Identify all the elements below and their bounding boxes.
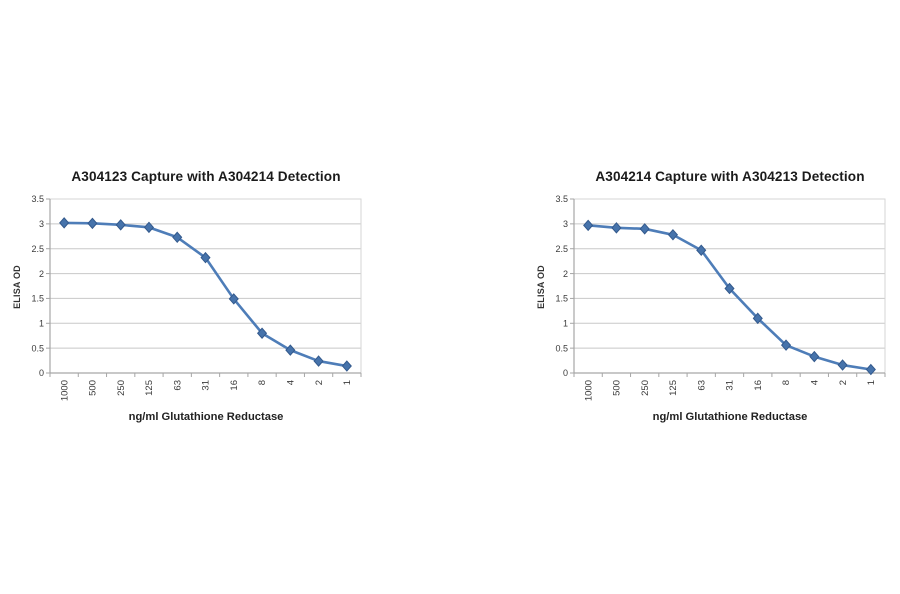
y-tick-label: 3.5 (31, 194, 44, 204)
data-point-marker (696, 244, 707, 256)
x-tick-label: 2 (838, 380, 849, 385)
data-point-marker (865, 363, 876, 376)
x-tick-label: 63 (172, 380, 183, 391)
y-tick-label: 0.5 (31, 343, 44, 353)
chart-title-right: A304214 Capture with A304213 Detection (595, 169, 865, 184)
data-point-marker (639, 223, 650, 235)
plot-area-border (49, 198, 362, 374)
x-tick-label: 1 (866, 380, 877, 385)
y-tick-label: 1 (39, 318, 44, 328)
y-tick-label: 0 (563, 368, 568, 378)
y-tick-label: 1 (563, 318, 568, 328)
y-tick-label: 1.5 (31, 294, 44, 304)
x-axis-title-right: ng/ml Glutathione Reductase (652, 411, 808, 423)
x-tick-label: 31 (201, 380, 212, 391)
y-tick-label: 0.5 (555, 343, 568, 353)
y-tick-label: 2 (39, 269, 44, 279)
data-point-marker (59, 217, 70, 229)
y-tick-label: 3 (563, 219, 568, 229)
data-point-marker (583, 219, 594, 232)
data-point-marker (780, 339, 792, 351)
x-tick-label: 250 (116, 380, 127, 396)
y-tick-label: 3 (39, 219, 44, 229)
y-tick-label: 0 (39, 368, 44, 378)
x-tick-label: 1000 (59, 380, 70, 401)
y-tick-label: 2.5 (555, 244, 568, 254)
x-tick-label: 1 (342, 380, 353, 385)
y-tick-label: 1.5 (555, 294, 568, 304)
data-point-marker (87, 217, 98, 230)
x-tick-label: 125 (144, 380, 155, 396)
x-tick-label: 31 (725, 380, 736, 391)
x-tick-label: 125 (668, 380, 679, 396)
x-tick-label: 8 (781, 380, 792, 385)
x-axis-title-left: ng/ml Glutathione Reductase (128, 411, 284, 423)
data-point-marker (256, 327, 268, 339)
chart-title-left: A304123 Capture with A304214 Detection (71, 169, 341, 184)
x-tick-label: 16 (229, 380, 240, 391)
data-point-marker (313, 355, 324, 367)
data-point-marker (143, 221, 155, 234)
y-tick-label: 2.5 (31, 244, 44, 254)
data-point-marker (667, 229, 679, 241)
x-tick-label: 500 (612, 380, 623, 396)
data-point-marker (752, 312, 763, 325)
x-tick-label: 500 (88, 380, 99, 396)
data-point-marker (228, 293, 239, 305)
data-point-marker (115, 219, 126, 231)
data-point-marker (809, 350, 820, 363)
x-tick-label: 2 (314, 380, 325, 385)
x-tick-label: 250 (640, 380, 651, 396)
x-tick-label: 4 (810, 380, 821, 385)
data-point-marker (285, 344, 296, 356)
y-tick-label: 2 (563, 269, 568, 279)
data-point-marker (200, 251, 211, 264)
data-point-marker (172, 231, 183, 244)
series-line (62, 221, 349, 368)
x-tick-label: 1000 (583, 380, 594, 401)
data-point-marker (611, 222, 622, 234)
x-tick-label: 16 (753, 380, 764, 391)
x-tick-label: 8 (257, 380, 268, 385)
data-point-marker (341, 360, 352, 372)
data-point-marker (724, 282, 735, 295)
x-tick-label: 4 (286, 380, 297, 385)
data-point-marker (837, 359, 848, 371)
x-tick-label: 63 (696, 380, 707, 391)
y-tick-label: 3.5 (555, 194, 568, 204)
